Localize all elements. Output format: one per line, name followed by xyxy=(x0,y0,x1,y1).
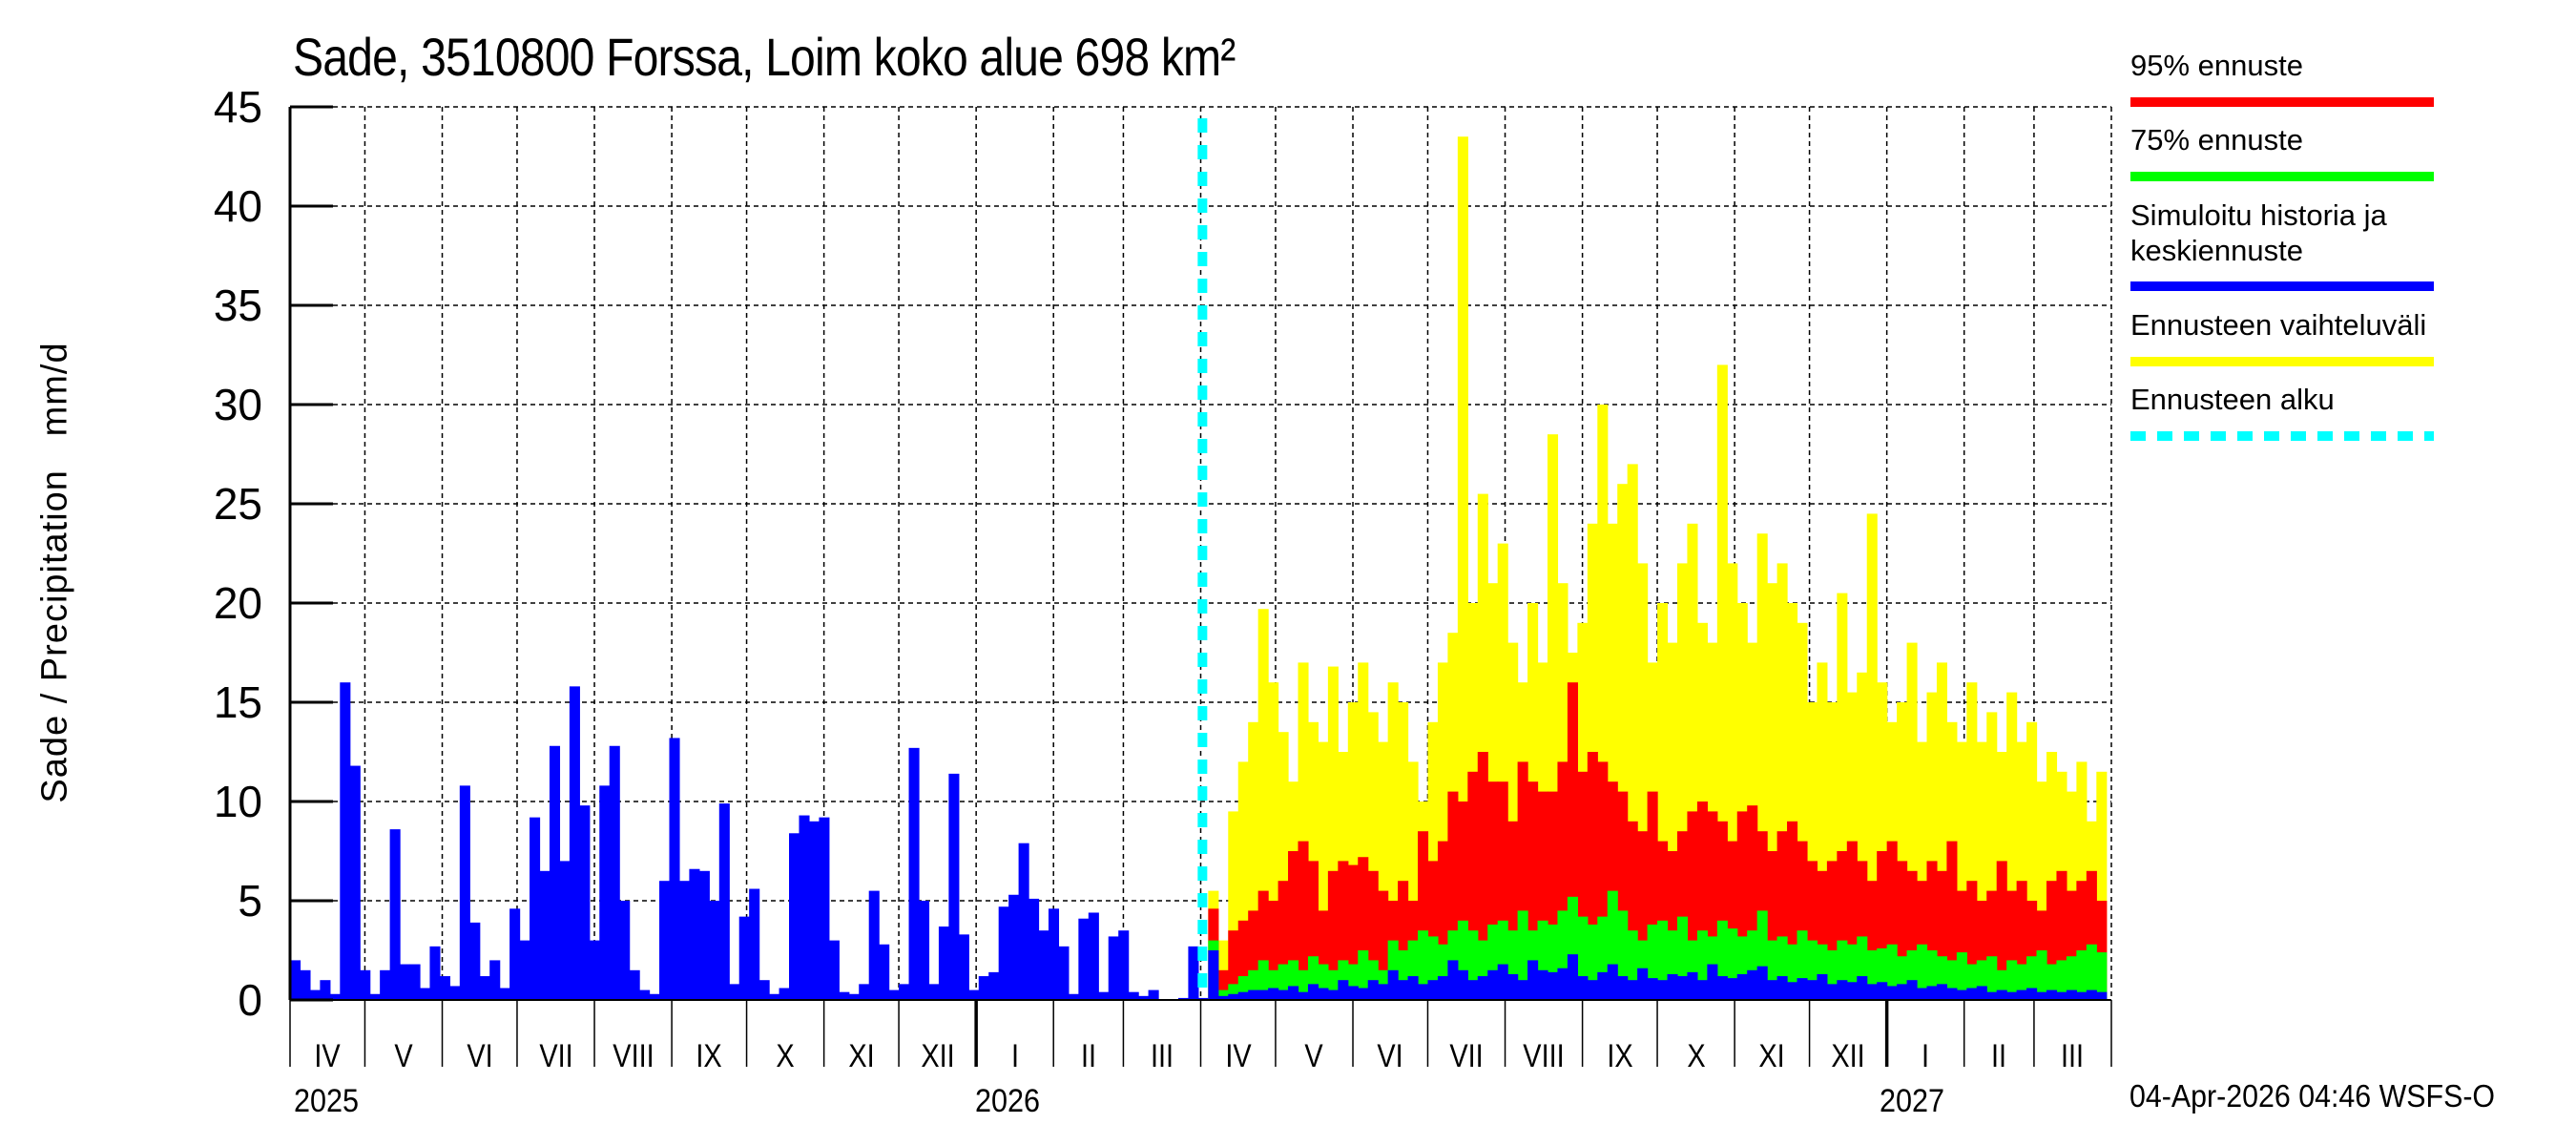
y-tick: 10 xyxy=(213,777,262,826)
month-label: IX xyxy=(1607,1038,1633,1074)
year-label-2027: 2027 xyxy=(1880,1083,1945,1119)
y-axis-label: Sade / Precipitation mm/d xyxy=(34,342,75,803)
y-tick: 45 xyxy=(213,82,262,132)
y-tick: 5 xyxy=(238,876,262,926)
month-label: I xyxy=(1922,1038,1930,1074)
month-label: VI xyxy=(467,1038,493,1074)
month-label: X xyxy=(776,1038,795,1074)
month-label: VIII xyxy=(1523,1038,1565,1074)
chart-title: Sade, 3510800 Forssa, Loim koko alue 698… xyxy=(293,27,1236,87)
month-label: IV xyxy=(314,1038,341,1074)
legend-swatch-yellow xyxy=(2130,357,2434,366)
legend-item-75: 75% ennuste xyxy=(2130,122,2569,181)
legend-swatch-blue xyxy=(2130,281,2434,291)
y-tick: 35 xyxy=(213,281,262,330)
legend-label: 75% ennuste xyxy=(2130,123,2303,156)
y-tick: 30 xyxy=(213,380,262,429)
month-label: II xyxy=(1991,1038,2007,1074)
month-label: I xyxy=(1010,1038,1019,1074)
legend-item-forecast-start: Ennusteen alku xyxy=(2130,382,2569,441)
y-tick: 20 xyxy=(213,578,262,628)
legend-item-95: 95% ennuste xyxy=(2130,48,2569,107)
month-label: XI xyxy=(1758,1038,1785,1074)
month-label: X xyxy=(1686,1038,1706,1074)
legend-swatch-green xyxy=(2130,172,2434,181)
y-tick: 0 xyxy=(238,975,262,1025)
y-tick: 25 xyxy=(213,479,262,529)
month-label: VI xyxy=(1377,1038,1403,1074)
month-label: VII xyxy=(538,1038,573,1074)
legend-item-range: Ennusteen vaihteluväli xyxy=(2130,307,2569,366)
month-label: VII xyxy=(1449,1038,1484,1074)
month-label: IV xyxy=(1225,1038,1252,1074)
y-tick: 15 xyxy=(213,677,262,727)
year-label-2026: 2026 xyxy=(975,1083,1041,1119)
month-label: V xyxy=(1304,1038,1324,1074)
legend-label: Ennusteen vaihteluväli xyxy=(2130,308,2427,342)
legend-label: Simuloitu historia ja xyxy=(2130,198,2387,232)
month-label: II xyxy=(1080,1038,1096,1074)
legend-label: keskiennuste xyxy=(2130,234,2303,267)
chart-bars xyxy=(290,136,2108,1000)
y-tick: 40 xyxy=(213,181,262,231)
year-label-2025: 2025 xyxy=(294,1083,360,1119)
month-label: IX xyxy=(696,1038,722,1074)
legend-label: 95% ennuste xyxy=(2130,49,2303,82)
month-label: XI xyxy=(848,1038,875,1074)
month-label: V xyxy=(394,1038,413,1074)
legend-item-simulated: Simuloitu historia ja keskiennuste xyxy=(2130,198,2569,291)
month-label: III xyxy=(2061,1038,2085,1074)
chart-axes xyxy=(288,105,2112,1067)
month-label: VIII xyxy=(612,1038,654,1074)
legend-swatch-red xyxy=(2130,97,2434,107)
month-label: XII xyxy=(1831,1038,1865,1074)
month-label: XII xyxy=(920,1038,955,1074)
legend-label: Ennusteen alku xyxy=(2130,383,2335,416)
timestamp: 04-Apr-2026 04:46 WSFS-O xyxy=(2129,1078,2496,1114)
month-label: III xyxy=(1150,1038,1174,1074)
legend-swatch-cyan-dashed xyxy=(2130,431,2434,441)
